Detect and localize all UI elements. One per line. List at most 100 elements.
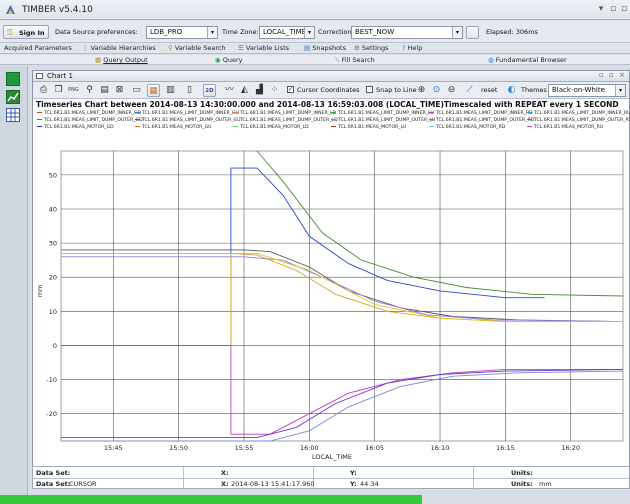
frame-icon[interactable]: ▭ bbox=[132, 85, 141, 95]
chart-legend: TCL.6R1.B1:MEAS_LIMIT_DUMP_INNER_GD TCL.6… bbox=[33, 111, 630, 133]
columns-icon[interactable]: ▯ bbox=[187, 85, 192, 95]
chevron-down-icon: ▾ bbox=[304, 27, 314, 38]
maximize-icon[interactable]: ▫ bbox=[609, 71, 614, 79]
legend-entry[interactable]: TCL.6R1.B1:MEAS_MOTOR_GD bbox=[37, 125, 114, 130]
legend-swatch bbox=[135, 118, 140, 121]
legend-entry[interactable]: TCL.6R1.B1:MEAS_LIMIT_DUMP_OUTER_LU bbox=[331, 118, 435, 123]
legend-swatch bbox=[37, 111, 42, 114]
table-window-icon[interactable] bbox=[6, 108, 20, 122]
legend-entry[interactable]: TCL.6R1.B1:MEAS_LIMIT_DUMP_OUTER_RU bbox=[527, 118, 630, 123]
legend-label: TCL.6R1.B1:MEAS_LIMIT_DUMP_INNER_RU bbox=[534, 111, 630, 116]
tab-variable-hierarchies[interactable]: ⋮ Variable Hierarchies bbox=[82, 44, 156, 52]
legend-entry[interactable]: TCL.6R1.B1:MEAS_LIMIT_DUMP_INNER_GD bbox=[37, 111, 141, 116]
tab-acquired-parameters[interactable]: Acquired Parameters bbox=[4, 44, 72, 52]
area-chart-icon[interactable]: ◭ bbox=[241, 85, 248, 95]
zoom-box-icon[interactable]: ⊠ bbox=[115, 85, 124, 95]
app-logo-icon bbox=[5, 4, 16, 15]
row2-y-value: 44.34 bbox=[360, 480, 379, 488]
print-icon[interactable]: ⎙ bbox=[39, 85, 48, 95]
tab-query[interactable]: ◉ Query bbox=[215, 56, 243, 64]
chart-icon: ▦ bbox=[95, 56, 104, 64]
legend-entry[interactable]: TCL.6R1.B1:MEAS_LIMIT_DUMP_INNER_RU bbox=[527, 111, 630, 116]
legend-entry[interactable]: TCL.6R1.B1:MEAS_LIMIT_DUMP_OUTER_GU bbox=[135, 118, 240, 123]
legend-entry[interactable]: TCL.6R1.B1:MEAS_LIMIT_DUMP_OUTER_RD bbox=[429, 118, 534, 123]
tab-variable-search[interactable]: ⚲ Variable Search bbox=[168, 44, 226, 52]
tab-help[interactable]: ? Help bbox=[402, 44, 423, 52]
minimize-icon[interactable]: ▾ bbox=[598, 4, 604, 14]
timezone-select[interactable]: LOCAL_TIME ▾ bbox=[259, 26, 315, 39]
x-tick-label: 16:10 bbox=[431, 444, 450, 452]
fill-icon: ⟍ bbox=[335, 56, 342, 64]
snap-to-line-checkbox[interactable] bbox=[366, 86, 373, 93]
reset-button[interactable]: reset bbox=[481, 86, 498, 94]
pan-icon[interactable]: ▤ bbox=[100, 85, 109, 95]
tab-query-output[interactable]: ▦ Query Output bbox=[95, 56, 148, 64]
correction-select[interactable]: BEST_NOW ▾ bbox=[351, 26, 463, 39]
timeseries-plot[interactable]: 15:45 15:50 15:55 16:00 16:05 16:10 16:15 16:20… bbox=[33, 149, 629, 467]
zoom-in-icon[interactable]: ⊕ bbox=[417, 85, 426, 95]
zoom-out-icon[interactable]: ⊖ bbox=[447, 85, 456, 95]
legend-swatch bbox=[37, 125, 42, 128]
row2-units-label: Units: bbox=[511, 480, 533, 488]
grid-toggle-icon[interactable]: ▦ bbox=[147, 84, 160, 97]
line-chart-icon[interactable]: 〰 bbox=[224, 85, 234, 95]
row2-dataset-label: Data Set: bbox=[36, 480, 71, 488]
legend-entry[interactable]: TCL.6R1.B1:MEAS_LIMIT_DUMP_INNER_GU bbox=[135, 111, 239, 116]
legend-entry[interactable]: TCL.6R1.B1:MEAS_MOTOR_LU bbox=[331, 125, 406, 130]
close-icon[interactable]: ▫ bbox=[620, 4, 628, 14]
legend-swatch bbox=[527, 125, 532, 128]
zoom-icon[interactable]: ⚲ bbox=[86, 85, 93, 95]
series-line-9 bbox=[61, 370, 624, 442]
legend-label: TCL.6R1.B1:MEAS_LIMIT_DUMP_OUTER_RD bbox=[436, 118, 535, 123]
bar-chart-icon[interactable]: ▟ bbox=[256, 85, 263, 95]
close-icon[interactable]: × bbox=[619, 71, 625, 79]
mode-2d-button[interactable]: 2D bbox=[203, 84, 216, 97]
themes-icon: ◐ bbox=[507, 85, 516, 95]
table-icon[interactable]: ▥ bbox=[166, 85, 175, 95]
chart-window-icon bbox=[36, 73, 43, 79]
themes-label: Themes bbox=[521, 86, 547, 94]
row2-dataset-value: CURSOR bbox=[69, 480, 97, 488]
x-tick-label: 15:45 bbox=[104, 444, 123, 452]
themes-value: Black-on-White bbox=[552, 86, 605, 94]
legend-swatch bbox=[527, 118, 532, 121]
y-tick-label: 0 bbox=[53, 342, 57, 350]
sign-in-button[interactable]: ⚿ Sign In bbox=[3, 25, 49, 39]
legend-entry[interactable]: TCL.6R1.B1:MEAS_MOTOR_RD bbox=[429, 125, 505, 130]
tab-snapshots[interactable]: ▤ Snapshots bbox=[304, 44, 346, 52]
legend-label: TCL.6R1.B1:MEAS_LIMIT_DUMP_INNER_GD bbox=[44, 111, 142, 116]
legend-entry[interactable]: TCL.6R1.B1:MEAS_LIMIT_DUMP_OUTER_LD bbox=[233, 118, 338, 123]
legend-entry[interactable]: TCL.6R1.B1:MEAS_LIMIT_DUMP_INNER_RD bbox=[429, 111, 533, 116]
legend-label: TCL.6R1.B1:MEAS_MOTOR_RD bbox=[436, 125, 506, 130]
chevron-down-icon: ▾ bbox=[615, 85, 625, 96]
correction-settings-button[interactable] bbox=[466, 26, 479, 39]
legend-entry[interactable]: TCL.6R1.B1:MEAS_MOTOR_LD bbox=[233, 125, 309, 130]
legend-entry[interactable]: TCL.6R1.B1:MEAS_MOTOR_GU bbox=[135, 125, 212, 130]
tab-variable-lists[interactable]: ☰ Variable Lists bbox=[238, 44, 290, 52]
zoom-fit-icon[interactable]: ⊙ bbox=[432, 85, 441, 95]
snap-to-line-label: Snap to Line bbox=[376, 86, 417, 94]
restore-icon[interactable]: ▫ bbox=[599, 71, 604, 79]
themes-select[interactable]: Black-on-White ▾ bbox=[548, 84, 626, 97]
green-square-icon[interactable] bbox=[6, 72, 20, 86]
datasource-select[interactable]: LDB_PRO ▾ bbox=[146, 26, 218, 39]
scatter-icon[interactable]: ⁘ bbox=[270, 85, 279, 95]
series-line-5 bbox=[61, 256, 624, 323]
chart-window-icon[interactable] bbox=[6, 90, 20, 104]
tab-fill-search[interactable]: ⟍ Fill Search bbox=[335, 56, 375, 64]
legend-entry[interactable]: TCL.6R1.B1:MEAS_LIMIT_DUMP_INNER_LU bbox=[331, 111, 434, 116]
tab-settings[interactable]: ⚙ Settings bbox=[354, 44, 389, 52]
draw-line-icon[interactable]: ⟋ bbox=[466, 85, 473, 95]
legend-swatch bbox=[331, 111, 336, 114]
legend-entry[interactable]: TCL.6R1.B1:MEAS_LIMIT_DUMP_OUTER_GD bbox=[37, 118, 143, 123]
maximize-icon[interactable]: ▫ bbox=[609, 4, 617, 14]
tab-fundamental-browser[interactable]: ◍ Fundamental Browser bbox=[488, 56, 567, 64]
legend-swatch bbox=[37, 118, 42, 121]
legend-entry[interactable]: TCL.6R1.B1:MEAS_LIMIT_DUMP_INNER_LD bbox=[233, 111, 336, 116]
x-tick-label: 16:05 bbox=[365, 444, 384, 452]
cursor-coordinates-checkbox[interactable]: ✓ bbox=[287, 86, 294, 93]
legend-entry[interactable]: TCL.6R1.B1:MEAS_MOTOR_RU bbox=[527, 125, 603, 130]
copy-icon[interactable]: ❐ bbox=[54, 85, 63, 95]
export-png-icon[interactable]: PNG bbox=[68, 87, 79, 93]
row1-x-label: X: bbox=[221, 469, 229, 477]
